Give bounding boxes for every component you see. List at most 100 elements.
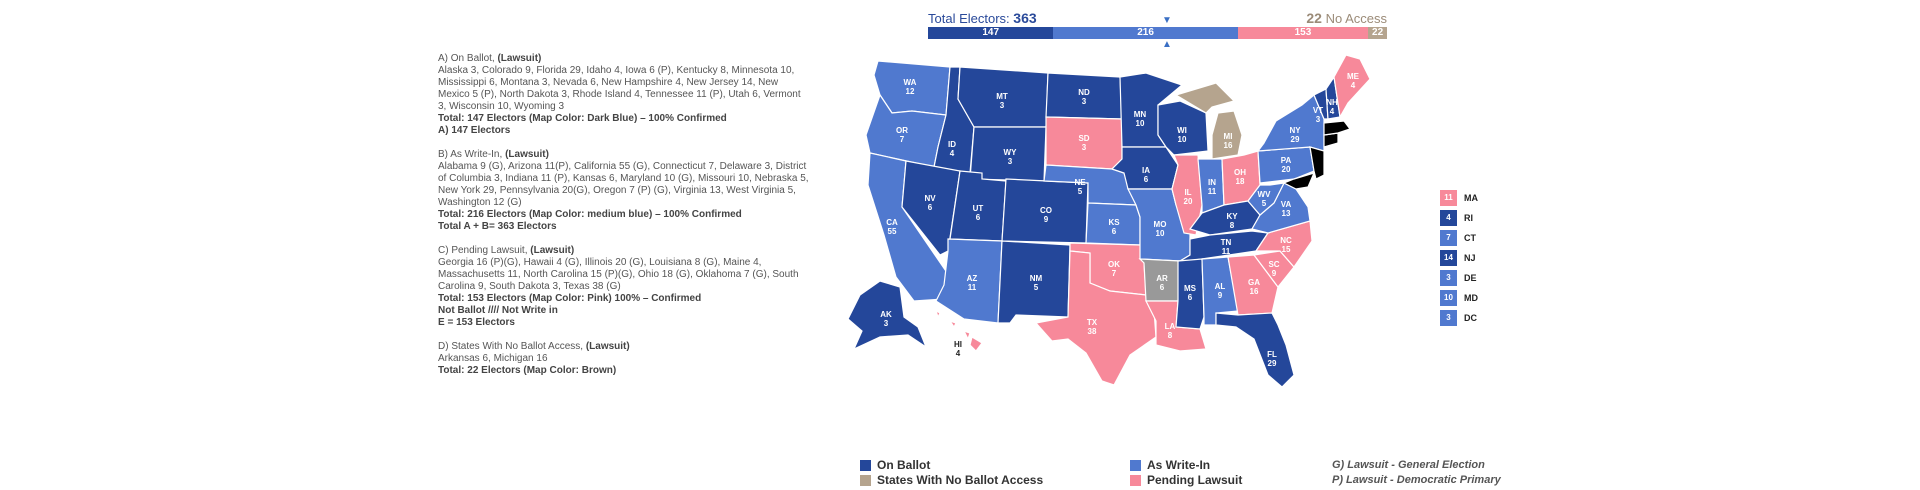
state-tx[interactable]: [1034, 250, 1157, 386]
legend-no-access: States With No Ballot Access: [860, 473, 1043, 487]
state-electors-label: 6: [976, 213, 981, 222]
us-electoral-map: WA12OR7CA55ID4NV6MT3WY3UT6AZ11CO9NM5ND3S…: [847, 55, 1371, 388]
state-electors-label: 10: [1156, 229, 1165, 238]
state-electors-label: 18: [1236, 177, 1245, 186]
state-electors-label: 6: [1144, 175, 1149, 184]
state-ga[interactable]: [1227, 254, 1279, 316]
small-state-row[interactable]: 4 RI: [1440, 210, 1478, 226]
small-state-row[interactable]: 3 DE: [1440, 270, 1478, 286]
legend-write-in: As Write-In: [1130, 458, 1210, 472]
state-nv[interactable]: [901, 160, 961, 256]
state-electors-label: 3: [1082, 97, 1087, 106]
section-c-lawsuit: (Lawsuit): [530, 245, 575, 256]
legend-on-ballot: On Ballot: [860, 458, 930, 472]
state-electors-label: 4: [950, 149, 955, 158]
state-abbr-label: MS: [1184, 284, 1197, 293]
state-mi[interactable]: [1174, 82, 1243, 160]
state-abbr-label: IA: [1142, 166, 1150, 175]
small-state-row[interactable]: 7 CT: [1440, 230, 1478, 246]
state-me[interactable]: [1333, 55, 1371, 119]
state-electors-label: 6: [1188, 293, 1193, 302]
elector-bar-segment: 22: [1368, 27, 1387, 39]
state-abbr-label: NV: [924, 194, 936, 203]
state-electors-label: 10: [1136, 119, 1145, 128]
state-abbr-label: NE: [1074, 178, 1086, 187]
state-abbr-label: UT: [973, 204, 984, 213]
small-state-row[interactable]: 11 MA: [1440, 190, 1478, 206]
state-abbr-label: TN: [1221, 238, 1232, 247]
ballot-access-notes: A) On Ballot, (Lawsuit) Alaska 3, Colora…: [438, 53, 810, 389]
legend-pending-label: Pending Lawsuit: [1147, 473, 1243, 487]
state-abbr-label: GA: [1248, 278, 1260, 287]
section-d-body: Arkansas 6, Michigan 16: [438, 353, 548, 364]
small-state-electors: 4: [1440, 210, 1457, 226]
state-ak[interactable]: [847, 280, 928, 351]
section-pending: C) Pending Lawsuit, (Lawsuit) Georgia 16…: [438, 245, 810, 329]
state-electors-label: 9: [1218, 291, 1223, 300]
state-electors-label: 38: [1088, 327, 1097, 336]
state-abbr-label: WY: [1004, 148, 1018, 157]
state-abbr-label: SC: [1268, 260, 1279, 269]
elector-bar-segment: 216: [1053, 27, 1238, 39]
state-abbr-label: AL: [1215, 282, 1226, 291]
state-abbr-label: IN: [1208, 178, 1216, 187]
state-abbr-label: PA: [1281, 156, 1292, 165]
state-abbr-label: ID: [948, 140, 956, 149]
small-state-row[interactable]: 14 NJ: [1440, 250, 1478, 266]
state-abbr-label: KY: [1226, 212, 1238, 221]
state-electors-label: 3: [1316, 115, 1321, 124]
state-electors-label: 16: [1250, 287, 1259, 296]
legend-note-general: G) Lawsuit - General Election: [1332, 459, 1485, 471]
midpoint-down-arrow-icon: ▼: [1162, 15, 1172, 26]
elector-summary: Total Electors: 363 22 No Access ▼ 147 21…: [928, 10, 1387, 50]
midpoint-up-arrow-icon: ▲: [1162, 39, 1172, 50]
state-abbr-label: AK: [880, 310, 892, 319]
state-md[interactable]: [1282, 172, 1316, 190]
legend-pending: Pending Lawsuit: [1130, 473, 1242, 487]
state-electors-label: 5: [1262, 199, 1267, 208]
state-electors-label: 6: [1112, 227, 1117, 236]
no-access-summary: 22 No Access: [1306, 10, 1387, 26]
state-electors-label: 15: [1282, 245, 1291, 254]
state-electors-label: 6: [1160, 283, 1165, 292]
state-abbr-label: WI: [1177, 126, 1187, 135]
section-b-title: B) As Write-In,: [438, 149, 506, 160]
state-labels: WA12OR7CA55ID4NV6MT3WY3UT6AZ11CO9NM5ND3S…: [880, 72, 1359, 368]
state-wi[interactable]: [1157, 100, 1209, 156]
state-abbr-label: ME: [1347, 72, 1360, 81]
small-state-abbr: DC: [1464, 313, 1477, 323]
state-fl[interactable]: [1215, 312, 1295, 388]
state-abbr-label: SD: [1078, 134, 1089, 143]
state-abbr-label: VT: [1313, 106, 1323, 115]
section-d-title: D) States With No Ballot Access,: [438, 341, 586, 352]
small-state-abbr: CT: [1464, 233, 1476, 243]
state-electors-label: 8: [1230, 221, 1235, 230]
state-electors-label: 20: [1184, 197, 1193, 206]
state-tn[interactable]: [1177, 230, 1270, 262]
state-ma[interactable]: [1323, 120, 1351, 136]
small-state-row[interactable]: 3 DC: [1440, 310, 1478, 326]
state-nj[interactable]: [1309, 146, 1325, 180]
state-electors-label: 29: [1291, 135, 1300, 144]
section-c-note: Not Ballot //// Not Write in: [438, 305, 558, 316]
state-electors-label: 11: [1208, 187, 1217, 196]
legend-on-ballot-swatch: [860, 459, 871, 471]
state-electors-label: 12: [906, 87, 915, 96]
no-access-value: 22: [1306, 10, 1322, 26]
state-abbr-label: ND: [1078, 88, 1090, 97]
state-abbr-label: LA: [1165, 322, 1176, 331]
state-electors-label: 55: [888, 227, 897, 236]
legend-no-access-swatch: [860, 474, 871, 486]
section-b-summary: Total A + B= 363 Electors: [438, 221, 557, 232]
small-state-abbr: NJ: [1464, 253, 1476, 263]
state-hi[interactable]: [934, 309, 983, 352]
small-state-electors: 14: [1440, 250, 1457, 266]
small-state-row[interactable]: 10 MD: [1440, 290, 1478, 306]
elector-bar: 147 216 153 22: [928, 27, 1387, 39]
small-state-abbr: RI: [1464, 213, 1473, 223]
legend-no-access-label: States With No Ballot Access: [877, 473, 1044, 487]
small-states-list: 11 MA 4 RI 7 CT 14 NJ 3 DE 10 MD 3 DC: [1440, 190, 1478, 330]
state-electors-label: 7: [1112, 269, 1117, 278]
no-access-label: No Access: [1325, 11, 1387, 26]
section-a-title: A) On Ballot,: [438, 53, 498, 64]
